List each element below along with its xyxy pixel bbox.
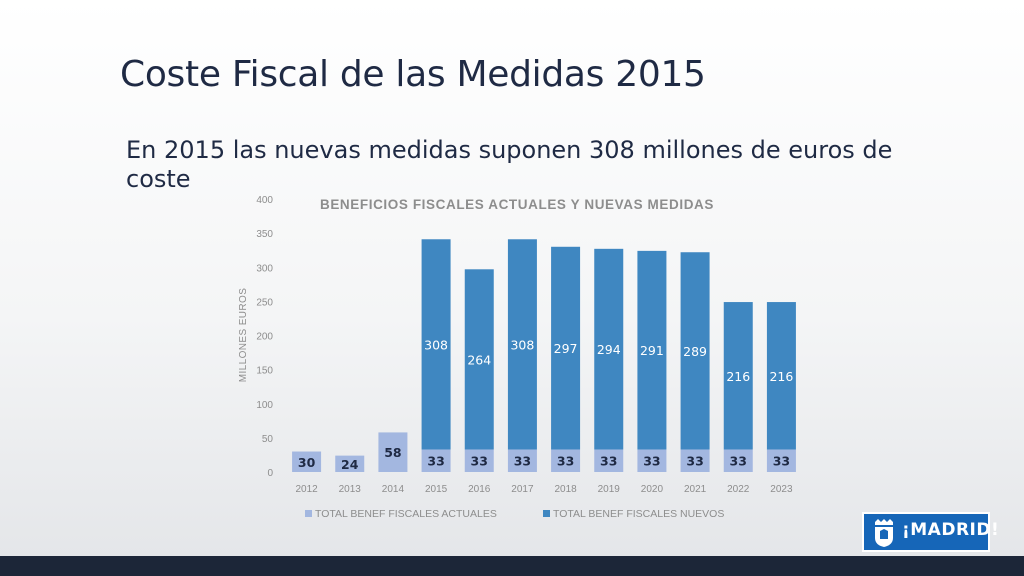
x-tick-label: 2018: [554, 484, 577, 495]
bar-chart: BENEFICIOS FISCALES ACTUALES Y NUEVAS ME…: [238, 195, 796, 520]
bar-nuevos: [464, 269, 494, 450]
bar-data-label: 291: [640, 343, 664, 358]
bar-nuevos: [551, 246, 581, 450]
y-axis-ticks: 0 50 100 150 200 250 300 350 400: [256, 195, 273, 479]
x-tick-label: 2020: [641, 484, 664, 495]
bar-actuales: [464, 449, 494, 472]
bar-actuales: [507, 449, 537, 472]
bar-nuevos: [594, 248, 624, 450]
bar-data-label: 297: [554, 341, 578, 356]
chart-title: BENEFICIOS FISCALES ACTUALES Y NUEVAS ME…: [320, 197, 714, 212]
x-tick-label: 2021: [684, 484, 707, 495]
y-tick-label: 100: [256, 400, 273, 411]
y-tick-label: 400: [256, 195, 273, 206]
slide-title: Coste Fiscal de las Medidas 2015: [120, 54, 706, 95]
bar-data-label: 24: [341, 457, 359, 472]
x-axis-ticks: 2012 2013 2014 2015 2016 2017 2018 2019 2020 2021…: [295, 484, 793, 495]
x-tick-label: 2022: [727, 484, 750, 495]
bar-actuales: [766, 449, 796, 472]
bar-data-label: 33: [773, 454, 790, 469]
bar-actuales: [335, 455, 365, 472]
bar-data-label: 33: [427, 454, 444, 469]
bar-data-label: 216: [726, 369, 750, 384]
bar-nuevos: [680, 252, 710, 450]
bar-actuales: [551, 449, 581, 472]
y-tick-label: 150: [256, 366, 273, 377]
bar-data-label: 216: [769, 369, 793, 384]
bar-nuevos: [421, 239, 451, 450]
x-tick-label: 2012: [295, 484, 318, 495]
bar-data-label: 33: [686, 454, 703, 469]
bar-actuales: [378, 432, 408, 472]
legend-swatch: [543, 510, 550, 517]
madrid-logo-text: ¡MADRID!: [902, 520, 1000, 540]
x-tick-label: 2015: [425, 484, 448, 495]
x-tick-label: 2017: [511, 484, 534, 495]
bar-nuevos: [507, 239, 537, 450]
bar-data-label: 33: [730, 454, 747, 469]
chart-legend: TOTAL BENEF FISCALES ACTUALES TOTAL BENEF…: [305, 508, 724, 520]
slide-subtitle: En 2015 las nuevas medidas suponen 308 m…: [126, 136, 893, 193]
bar-actuales: [594, 449, 624, 472]
bar-data-label: 308: [510, 337, 534, 352]
bar-actuales: [723, 449, 753, 472]
bar-data-label: 33: [514, 454, 531, 469]
bar-data-label: 294: [597, 342, 621, 357]
bar-actuales: [292, 451, 322, 472]
footer-bar: [0, 556, 1024, 576]
bar-data-label: 289: [683, 344, 707, 359]
bar-data-label: 33: [643, 454, 660, 469]
madrid-coat-of-arms-icon: [875, 519, 893, 547]
y-tick-label: 50: [262, 434, 274, 445]
bar-data-label: 308: [424, 337, 448, 352]
bar-data-label: 30: [298, 455, 316, 470]
legend-swatch: [305, 510, 312, 517]
x-tick-label: 2019: [598, 484, 621, 495]
madrid-logo: ¡MADRID!: [862, 512, 999, 552]
x-tick-label: 2023: [770, 484, 793, 495]
y-tick-label: 200: [256, 332, 273, 343]
bar-nuevos: [637, 250, 667, 450]
x-tick-label: 2014: [382, 484, 405, 495]
bar-data-label: 264: [467, 352, 491, 367]
legend-label: TOTAL BENEF FISCALES ACTUALES: [315, 508, 497, 520]
x-tick-label: 2016: [468, 484, 491, 495]
bar-nuevos: [723, 302, 753, 450]
bar-actuales: [680, 449, 710, 472]
bar-data-label: 33: [471, 454, 488, 469]
bar-data-label: 33: [557, 454, 574, 469]
legend-label: TOTAL BENEF FISCALES NUEVOS: [553, 508, 724, 520]
x-tick-label: 2013: [339, 484, 362, 495]
y-tick-label: 300: [256, 263, 273, 274]
bar-data-label: 33: [600, 454, 617, 469]
y-axis-label: MILLONES EUROS: [238, 288, 249, 383]
bar-actuales: [637, 449, 667, 472]
y-tick-label: 250: [256, 297, 273, 308]
bar-actuales: [421, 449, 451, 472]
bars: 30 24 58 33 308 33 264 33 308 33 297 33 294 33 291 33 28…: [292, 239, 796, 472]
y-tick-label: 0: [267, 468, 273, 479]
bar-data-label: 58: [384, 445, 401, 460]
y-tick-label: 350: [256, 229, 273, 240]
bar-nuevos: [766, 302, 796, 450]
